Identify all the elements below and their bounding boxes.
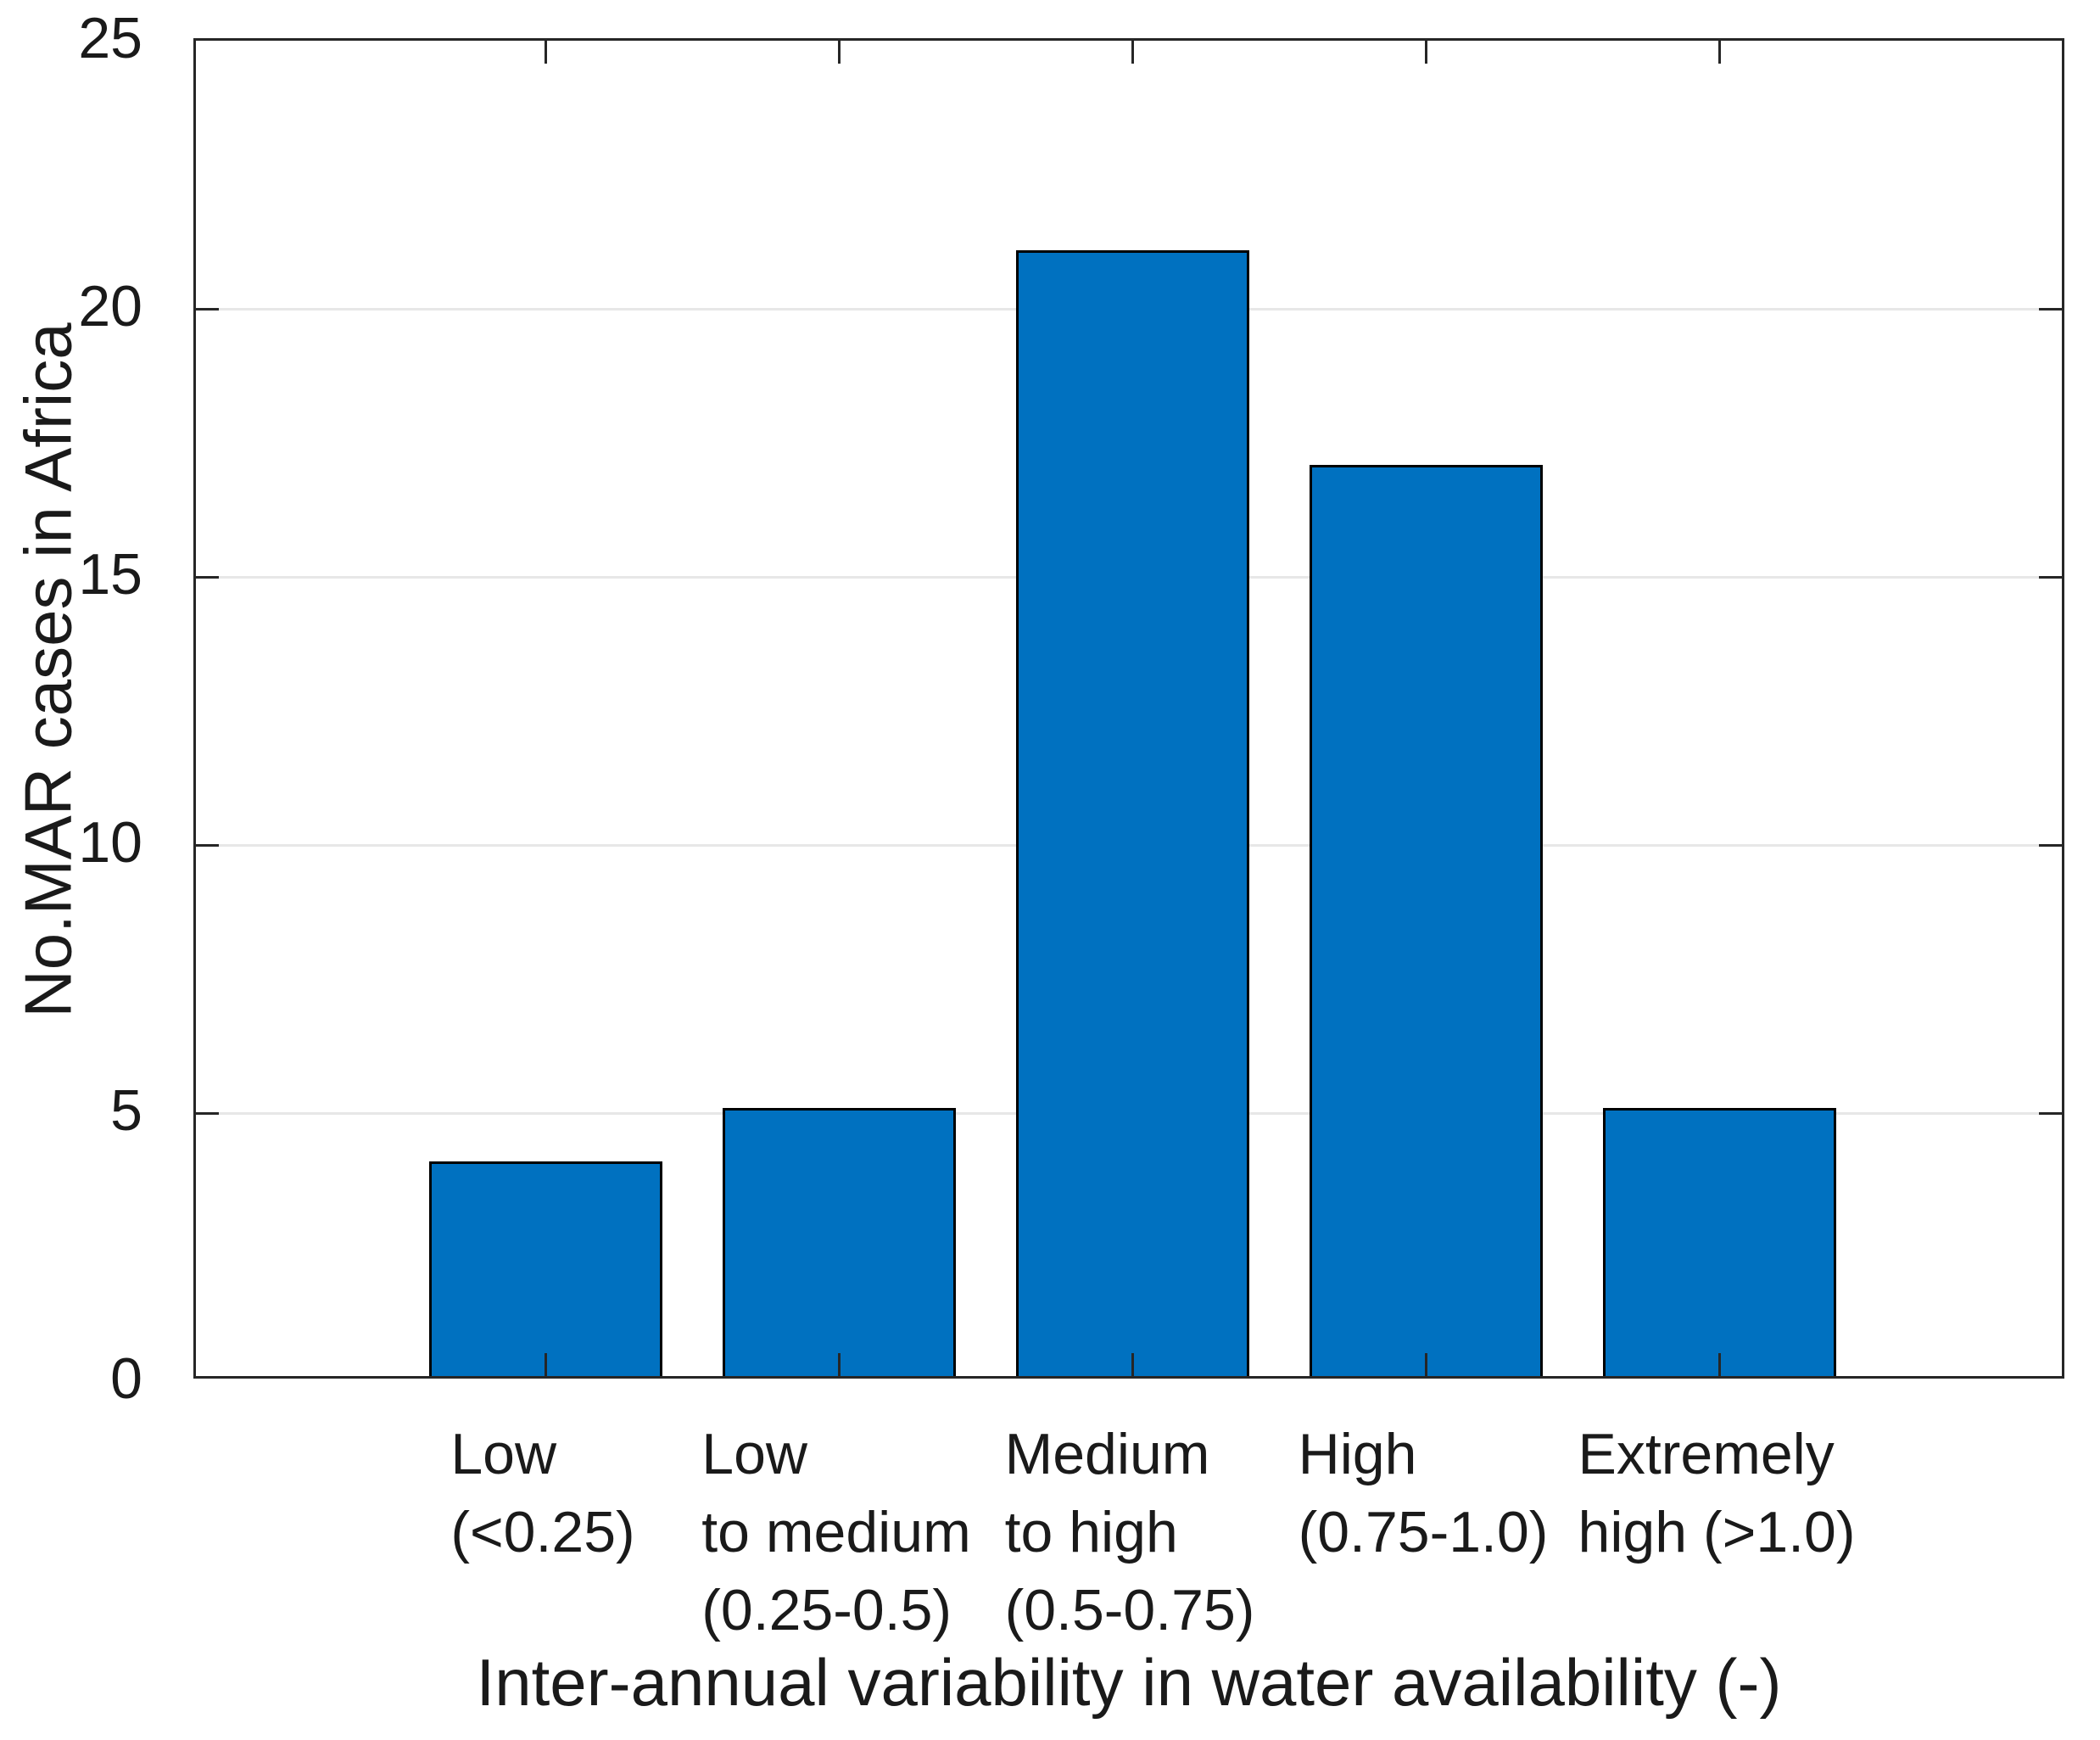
y-tick-right-5	[2039, 1111, 2062, 1115]
x-tick-bottom-2	[837, 1353, 841, 1376]
y-tick-label-10: 10	[78, 810, 142, 875]
y-tick-label-25: 25	[78, 6, 142, 70]
y-tick-left-15	[196, 575, 219, 579]
x-tick-label-1: Low (<0.25)	[450, 1422, 635, 1564]
x-tick-label-3: Medium to high (0.5-0.75)	[1004, 1422, 1255, 1642]
x-tick-top-1	[544, 41, 547, 64]
y-tick-left-10	[196, 843, 219, 847]
x-axis-title: Inter-annual variability in water availa…	[476, 1645, 1782, 1720]
y-axis-title: No.MAR cases in Africa	[10, 322, 86, 1018]
x-tick-bottom-3	[1131, 1353, 1134, 1376]
y-tick-label-row-5: 5	[0, 1082, 170, 1139]
y-tick-left-5	[196, 1111, 219, 1115]
y-tick-right-15	[2039, 575, 2062, 579]
x-tick-bottom-1	[544, 1353, 547, 1376]
bar-3	[1015, 249, 1249, 1376]
x-tick-bottom-4	[1424, 1353, 1427, 1376]
x-tick-bottom-5	[1717, 1353, 1721, 1376]
bar-4	[1309, 464, 1543, 1376]
y-tick-label-0: 0	[110, 1346, 142, 1411]
bar-1	[428, 1161, 662, 1376]
x-tick-top-5	[1717, 41, 1721, 64]
x-tick-top-4	[1424, 41, 1427, 64]
y-tick-label-row-20: 20	[0, 277, 170, 335]
y-tick-label-row-0: 0	[0, 1350, 170, 1407]
y-tick-right-10	[2039, 843, 2062, 847]
y-tick-right-20	[2039, 307, 2062, 311]
x-tick-top-2	[837, 41, 841, 64]
bar-5	[1602, 1108, 1836, 1376]
plot-area	[193, 38, 2064, 1379]
x-tick-label-4: High (0.75-1.0)	[1298, 1422, 1549, 1564]
y-tick-label-5: 5	[110, 1078, 142, 1143]
y-tick-label-row-15: 15	[0, 545, 170, 603]
y-tick-label-row-10: 10	[0, 814, 170, 871]
x-tick-label-2: Low to medium (0.25-0.5)	[701, 1422, 971, 1642]
y-tick-label-row-25: 25	[0, 9, 170, 67]
bar-2	[722, 1108, 956, 1376]
x-tick-top-3	[1131, 41, 1134, 64]
y-tick-label-20: 20	[78, 274, 142, 338]
x-tick-label-5: Extremely high (>1.0)	[1578, 1422, 1856, 1564]
y-tick-label-15: 15	[78, 542, 142, 607]
y-tick-left-20	[196, 307, 219, 311]
